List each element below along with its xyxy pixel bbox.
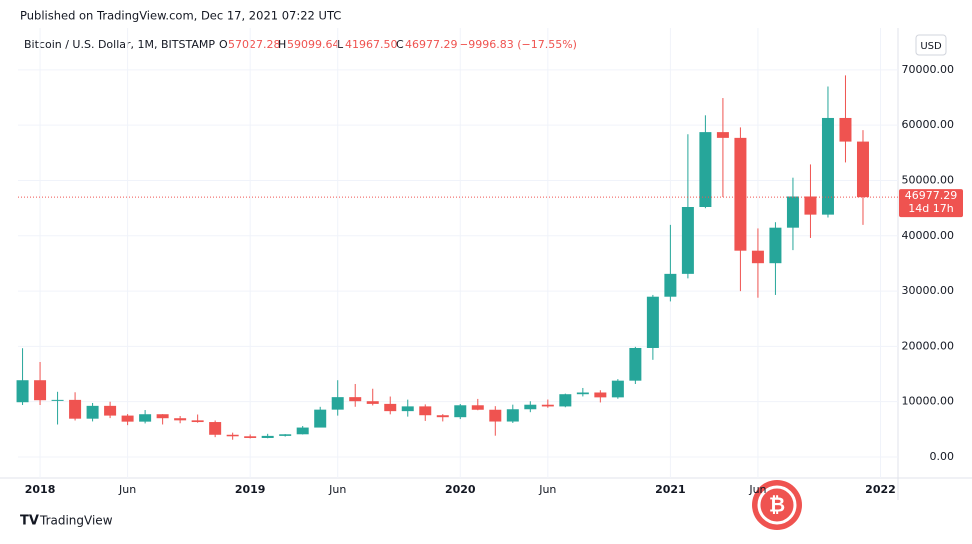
y-tick-label: 0.00	[930, 450, 955, 463]
candle-body	[34, 380, 47, 401]
candle-body	[104, 405, 117, 416]
candle-body	[349, 397, 362, 402]
candle-body	[541, 404, 554, 407]
y-tick-label: 70000.00	[902, 63, 955, 76]
candle-body	[594, 392, 607, 398]
candle-body	[769, 227, 782, 264]
candle-body	[244, 436, 257, 438]
y-tick-label: 10000.00	[902, 395, 955, 408]
h-label: H	[278, 38, 286, 51]
candle-body	[174, 418, 187, 421]
l-label: L	[337, 38, 344, 51]
logo-text: TradingView	[39, 514, 113, 528]
watermark-badge: ₿	[752, 480, 802, 530]
high-value: 59099.64	[287, 38, 340, 51]
candle-body	[401, 406, 414, 412]
candle-body	[296, 427, 309, 435]
candle-body	[436, 415, 449, 418]
candle-body	[629, 347, 642, 381]
y-tick-label: 20000.00	[902, 339, 955, 352]
candle-body	[384, 403, 397, 412]
x-tick-label: Jun	[748, 483, 766, 496]
candle-body	[16, 380, 29, 403]
y-tick-label: 40000.00	[902, 229, 955, 242]
candle-body	[751, 250, 764, 264]
candle-body	[576, 392, 589, 395]
candle-body	[699, 132, 712, 208]
change-value: −9996.83 (−17.55%)	[459, 38, 577, 51]
x-tick-label: 2018	[25, 483, 56, 496]
candle-body	[279, 434, 292, 436]
currency-button[interactable]	[915, 34, 947, 56]
candle-body	[51, 399, 64, 401]
close-value: 46977.29	[405, 38, 458, 51]
c-label: C	[396, 38, 404, 51]
candle-body	[524, 404, 537, 410]
x-tick-label: Jun	[118, 483, 136, 496]
published-note: Published on TradingView.com, Dec 17, 20…	[20, 9, 341, 23]
candle-body	[156, 414, 169, 419]
low-value: 41967.50	[345, 38, 398, 51]
candle-body	[646, 296, 659, 348]
y-tick-label: 30000.00	[902, 284, 955, 297]
x-tick-label: 2019	[235, 483, 266, 496]
x-tick-label: Jun	[538, 483, 556, 496]
y-tick-label: 60000.00	[902, 118, 955, 131]
candle-body	[559, 394, 572, 407]
x-tick-label: 2021	[655, 483, 686, 496]
candle-body	[786, 196, 799, 228]
candle-body	[226, 434, 239, 437]
x-tick-label: 2020	[445, 483, 476, 496]
candle-body	[86, 405, 99, 419]
x-tick-label: 2022	[865, 483, 896, 496]
logo-mark: 𝗧𝗩	[20, 514, 39, 529]
candle-body	[804, 196, 817, 215]
candle-body	[856, 141, 869, 198]
candle-body	[139, 414, 152, 422]
candle-body	[716, 132, 729, 138]
candle-body	[121, 415, 134, 422]
candle-body	[821, 117, 834, 215]
o-label: O	[219, 38, 228, 51]
candle-body	[191, 420, 204, 423]
candle-body	[664, 273, 677, 297]
currency[interactable]: USD	[920, 41, 942, 52]
countdown: 14d 17h	[908, 202, 953, 215]
candle-body	[314, 409, 327, 428]
candle-body	[419, 406, 432, 416]
candle-body	[69, 399, 82, 419]
candle-body	[734, 137, 747, 251]
candle-body	[489, 409, 502, 422]
open-value: 57027.28	[228, 38, 281, 51]
candle-body	[839, 117, 852, 142]
candle-body	[454, 405, 467, 418]
y-tick-label: 50000.00	[902, 173, 955, 186]
last-price-tag	[899, 189, 963, 218]
tv-logo: 𝗧𝗩	[20, 514, 39, 529]
candle-body	[366, 401, 379, 404]
last-price-label: 46977.29	[905, 189, 958, 202]
candle-body	[611, 380, 624, 398]
svg-text:₿: ₿	[769, 493, 785, 517]
candle-body	[681, 207, 694, 274]
candle-body	[209, 422, 222, 435]
candle-body	[471, 405, 484, 410]
candle-body	[261, 435, 274, 438]
candle-body	[506, 409, 519, 422]
candle-body	[331, 397, 344, 410]
x-tick-label: Jun	[328, 483, 346, 496]
symbol: Bitcoin / U.S. Dollar, 1M, BITSTAMP	[24, 38, 215, 51]
